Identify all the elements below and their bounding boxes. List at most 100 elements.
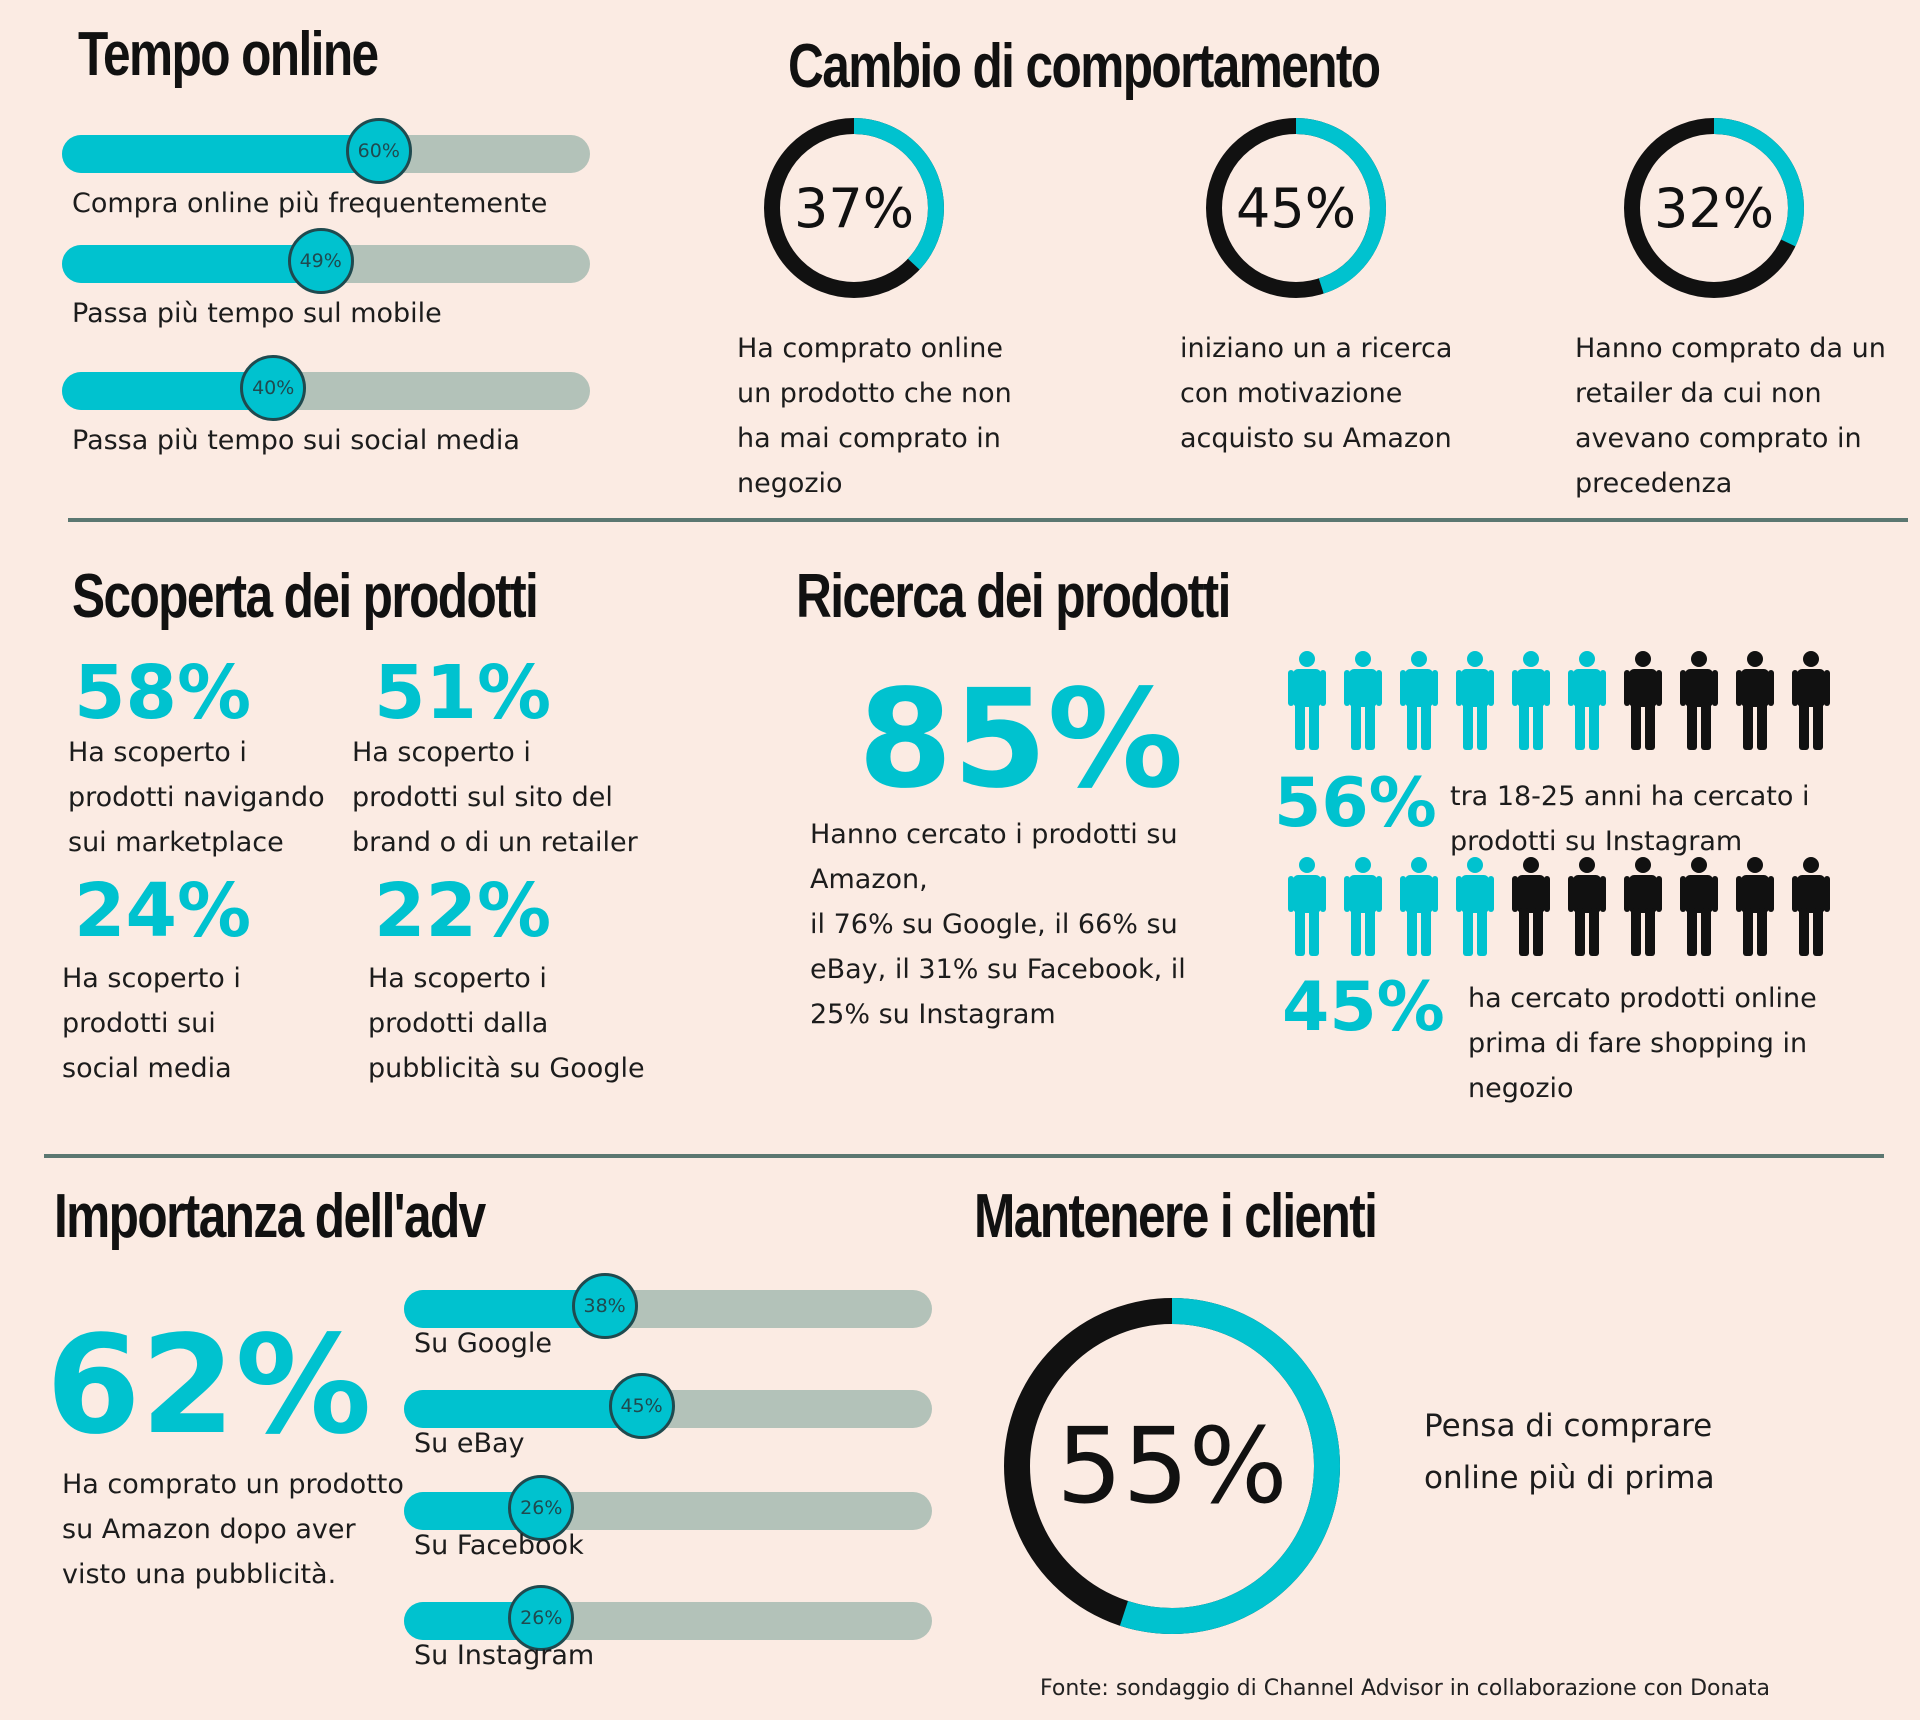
scoperta-description: Ha scoperto i prodotti sui social media (62, 956, 362, 1091)
adv-bar-track: 26% (404, 1585, 932, 1651)
scoperta-value: 58% (74, 650, 252, 736)
cambio-donut-ring (1624, 118, 1804, 298)
scoperta-description-line: prodotti dalla (368, 1008, 549, 1039)
cambio-donut: 45% (1206, 118, 1386, 298)
scoperta-description: Ha scoperto i prodotti sul sito del brand … (352, 730, 652, 865)
scoperta-description-line: pubblicità su Google (368, 1053, 645, 1084)
person-icon (1624, 857, 1662, 956)
ricerca-description-line: il 76% su Google, il 66% su (810, 909, 1178, 940)
adv-description-line: visto una pubblicità. (62, 1559, 337, 1590)
ricerca-description-line: Amazon, (810, 864, 928, 895)
mantenere-title: Mantenere i clienti (974, 1182, 1378, 1251)
pictogram-description-line: tra 18-25 anni ha cercato i (1450, 781, 1810, 812)
mantenere-donut: 55% (1004, 1298, 1340, 1634)
adv-title: Importanza dell'adv (54, 1182, 486, 1251)
mantenere-donut-value-arc (1004, 1298, 1340, 1634)
scoperta-title: Scoperta dei prodotti (72, 562, 539, 631)
person-icon (1680, 857, 1718, 956)
adv-description-line: Ha comprato un prodotto (62, 1469, 404, 1500)
tempo-bar-label: Passa più tempo sul mobile (72, 298, 442, 329)
adv-bar-label: Su Facebook (414, 1530, 584, 1561)
adv-bar-value-knob: 26% (508, 1585, 575, 1651)
person-icon (1456, 651, 1494, 750)
adv-description-line: su Amazon dopo aver (62, 1514, 356, 1545)
adv-big-value: 62% (46, 1307, 372, 1465)
adv-bar-fill (404, 1290, 605, 1328)
adv-bar-label: Su eBay (414, 1428, 525, 1459)
person-icon (1512, 651, 1550, 750)
cambio-description: iniziano un a ricerca con motivazione acqu… (1180, 326, 1510, 461)
cambio-description-line: iniziano un a ricerca (1180, 333, 1453, 364)
cambio-description-line: Ha comprato online (737, 333, 1003, 364)
tempo-bar-value-knob: 60% (345, 118, 412, 184)
ricerca-description-line: 25% su Instagram (810, 999, 1056, 1030)
person-icon (1400, 651, 1438, 750)
cambio-donut: 37% (764, 118, 944, 298)
cambio-donut-ring (1206, 118, 1386, 298)
cambio-donut-value-arc (1206, 118, 1386, 298)
mantenere-donut-ring (1004, 1298, 1340, 1634)
pictogram-description: ha cercato prodotti online prima di fare … (1468, 976, 1888, 1111)
scoperta-description-line: Ha scoperto i (368, 963, 547, 994)
cambio-description: Ha comprato online un prodotto che non ha … (737, 326, 1067, 506)
adv-bar-track: 26% (404, 1475, 932, 1541)
ricerca-title: Ricerca dei prodotti (796, 562, 1231, 631)
cambio-description-line: acquisto su Amazon (1180, 423, 1452, 454)
adv-bar-value-knob: 26% (508, 1475, 575, 1541)
adv-bar-fill (404, 1390, 642, 1428)
person-icon (1288, 857, 1326, 956)
person-icon (1568, 857, 1606, 956)
ricerca-description-line: Hanno cercato i prodotti su (810, 819, 1178, 850)
cambio-description-line: ha mai comprato in (737, 423, 1001, 454)
tempo-bar-fill (62, 135, 379, 173)
cambio-donut: 32% (1624, 118, 1804, 298)
scoperta-description-line: prodotti sui (62, 1008, 216, 1039)
ricerca-description: Hanno cercato i prodotti su Amazon, il 76%… (810, 812, 1210, 1037)
scoperta-description: Ha scoperto i prodotti navigando sui marke… (68, 730, 368, 865)
cambio-description-line: Hanno comprato da un (1575, 333, 1886, 364)
tempo-bar-fill (62, 245, 321, 283)
tempo-bar-track: 40% (62, 355, 590, 421)
scoperta-description-line: prodotti navigando (68, 782, 325, 813)
pictogram-description-line: ha cercato prodotti online (1468, 983, 1817, 1014)
cambio-donut-label: 37% (793, 176, 915, 240)
ricerca-description-line: eBay, il 31% su Facebook, il (810, 954, 1186, 985)
adv-bar-label: Su Google (414, 1328, 553, 1359)
adv-description: Ha comprato un prodotto su Amazon dopo av… (62, 1462, 412, 1597)
cambio-description-line: precedenza (1575, 468, 1733, 499)
person-icon (1736, 857, 1774, 956)
cambio-title: Cambio di comportamento (788, 32, 1381, 101)
pictogram-value: 56% (1274, 764, 1437, 843)
person-icon (1344, 857, 1382, 956)
adv-bar-track: 38% (404, 1273, 932, 1339)
scoperta-description-line: social media (62, 1053, 232, 1084)
pictogram-description-line: prima di fare shopping in (1468, 1028, 1808, 1059)
cambio-description-line: con motivazione (1180, 378, 1403, 409)
person-icon (1680, 651, 1718, 750)
person-icon (1736, 651, 1774, 750)
cambio-donut-value-arc (1624, 118, 1804, 298)
scoperta-description-line: Ha scoperto i (68, 737, 247, 768)
person-icon (1344, 651, 1382, 750)
scoperta-description: Ha scoperto i prodotti dalla pubblicità su… (368, 956, 668, 1091)
tempo-bar-label: Compra online più frequentemente (72, 188, 548, 219)
person-icon (1792, 651, 1830, 750)
cambio-description-line: negozio (737, 468, 843, 499)
mantenere-donut-label: 55% (1056, 1405, 1288, 1527)
pictogram-value: 45% (1282, 968, 1445, 1047)
adv-bar-track: 45% (404, 1373, 932, 1439)
person-icon (1288, 651, 1326, 750)
adv-bar-label: Su Instagram (414, 1640, 595, 1671)
person-icon (1792, 857, 1830, 956)
tempo-bar-track: 49% (62, 228, 590, 294)
scoperta-description-line: sui marketplace (68, 827, 284, 858)
cambio-donut-ring (764, 118, 944, 298)
cambio-description-line: avevano comprato in (1575, 423, 1862, 454)
mantenere-line: online più di prima (1424, 1460, 1715, 1496)
ricerca-big-value: 85% (858, 661, 1184, 819)
person-icon (1568, 651, 1606, 750)
source-note: Fonte: sondaggio di Channel Advisor in c… (1040, 1676, 1771, 1701)
mantenere-description: Pensa di comprare online più di prima (1424, 1400, 1754, 1504)
scoperta-description-line: prodotti sul sito del (352, 782, 613, 813)
adv-bar-value-knob: 38% (571, 1273, 638, 1339)
